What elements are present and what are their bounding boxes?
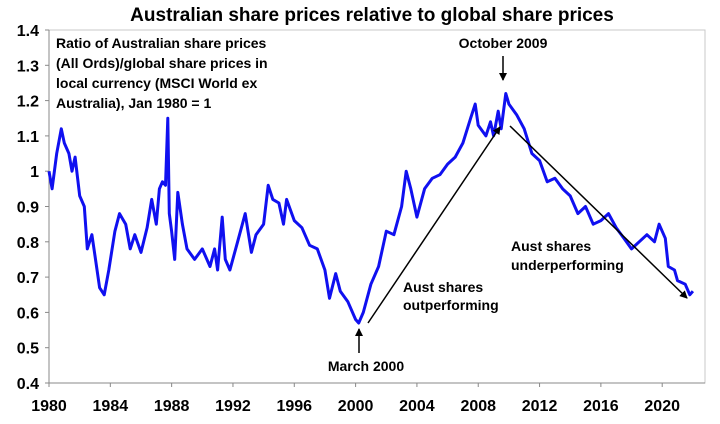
x-tick-label: 1988	[154, 398, 190, 415]
annotation-outperform-1: Aust shares	[403, 279, 483, 295]
legend-line-4: Australia), Jan 1980 = 1	[56, 95, 211, 111]
y-tick-label: 1	[30, 164, 39, 181]
annotation-underperform-1: Aust shares	[511, 238, 591, 254]
x-tick-label: 2004	[399, 398, 435, 415]
series-line	[47, 92, 695, 325]
x-tick-label: 1984	[93, 398, 129, 415]
annotation-peak: October 2009	[459, 35, 548, 51]
chart-title: Australian share prices relative to glob…	[130, 5, 614, 26]
y-tick-label: 0.4	[17, 376, 39, 393]
x-tick-label: 1996	[276, 398, 312, 415]
y-tick-label: 1.2	[17, 94, 39, 111]
y-tick-label: 1.1	[17, 129, 39, 146]
legend-line-2: (All Ords)/global share prices in	[56, 55, 268, 71]
underperform-arrow	[509, 125, 688, 299]
legend-line-1: Ratio of Australian share prices	[56, 35, 267, 51]
x-tick-label: 2000	[338, 398, 374, 415]
y-tick-label: 0.7	[17, 270, 39, 287]
annotation-underperform-2: underperforming	[511, 257, 624, 273]
y-tick-label: 0.9	[17, 200, 39, 217]
x-tick-label: 2020	[644, 398, 680, 415]
x-tick-label: 1992	[215, 398, 251, 415]
outperform-arrow	[367, 126, 501, 324]
x-tick-label: 1980	[31, 398, 67, 415]
legend-line-3: local currency (MSCI World ex	[56, 75, 257, 91]
y-tick-label: 0.8	[17, 235, 39, 252]
annotation-trough: March 2000	[328, 358, 404, 374]
y-tick-label: 1.3	[17, 58, 39, 75]
y-tick-label: 1.4	[17, 23, 39, 40]
x-tick-label: 2012	[522, 398, 558, 415]
x-tick-label: 2008	[460, 398, 496, 415]
y-tick-label: 0.6	[17, 305, 39, 322]
legend-text: Ratio of Australian share prices (All Or…	[56, 35, 268, 111]
y-tick-label: 0.5	[17, 341, 39, 358]
annotation-outperform-2: outperforming	[403, 297, 499, 313]
x-tick-label: 2016	[583, 398, 619, 415]
